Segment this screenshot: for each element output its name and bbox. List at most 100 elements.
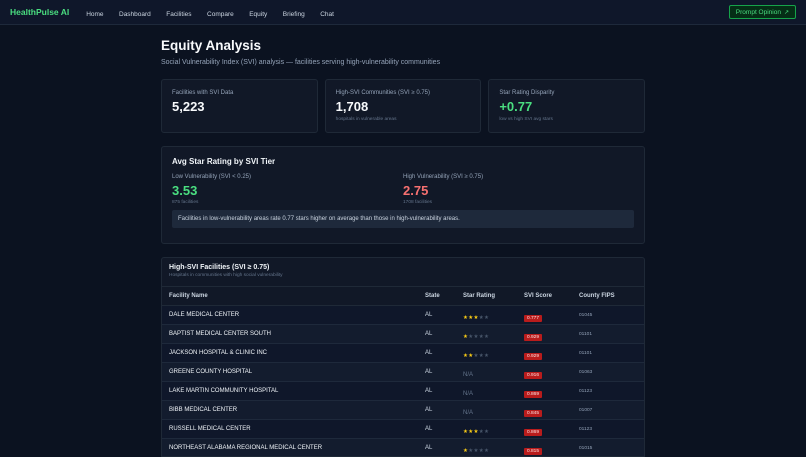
prompt-opinion-button[interactable]: Prompt Opinion ↗ (728, 5, 796, 19)
column-facility-name[interactable]: Facility Name (169, 293, 208, 299)
star-icon: ★ (463, 334, 469, 340)
star-icons: ★★★★★ (463, 315, 489, 321)
stat-label: Star Rating Disparity (499, 90, 555, 96)
table-body: DALE MEDICAL CENTER AL ★★★★★ 0.777 01045 BAPT… (162, 306, 644, 456)
svi-tiers: Low Vulnerability (SVI < 0.25) 3.53 875 … (172, 174, 634, 205)
table-row[interactable]: DALE MEDICAL CENTER AL ★★★★★ 0.777 01045 (162, 306, 644, 325)
column-county-fips[interactable]: County FIPS (579, 293, 615, 299)
star-icon: ★ (478, 315, 484, 321)
facility-state: AL (425, 445, 433, 451)
svi-score-cell: 0.869 (524, 382, 579, 400)
table-row[interactable]: GREENE COUNTY HOSPITAL AL N/A 0.916 01063 (162, 363, 644, 382)
svi-score-badge: 0.869 (524, 429, 543, 436)
tier-low-count: 875 facilities (172, 200, 199, 205)
svi-score-cell: 0.929 (524, 344, 579, 362)
facility-name[interactable]: BAPTIST MEDICAL CENTER SOUTH (169, 331, 272, 337)
table-row[interactable]: BIBB MEDICAL CENTER AL N/A 0.845 01007 (162, 401, 644, 420)
svi-score-cell: 0.777 (524, 306, 579, 324)
svi-score-badge: 0.815 (524, 448, 543, 455)
star-icon: ★ (468, 353, 474, 359)
star-icon: ★ (463, 448, 469, 454)
tier-low-value: 3.53 (172, 183, 198, 198)
nav-link-compare[interactable]: Compare (207, 11, 234, 18)
star-icons: ★★★★★ (463, 334, 489, 340)
facility-state: AL (425, 331, 433, 337)
star-icon: ★ (483, 429, 490, 435)
svi-score-badge: 0.929 (524, 353, 543, 360)
column-svi-score[interactable]: SVI Score (524, 293, 553, 299)
facility-name[interactable]: BIBB MEDICAL CENTER (169, 407, 238, 413)
rating-na: N/A (463, 410, 474, 416)
facility-name[interactable]: RUSSELL MEDICAL CENTER (169, 426, 251, 432)
facility-name[interactable]: GREENE COUNTY HOSPITAL (169, 369, 253, 375)
county-fips: 01007 (579, 407, 593, 413)
star-icons: ★★★★★ (463, 448, 489, 454)
svi-score-badge: 0.929 (524, 334, 543, 341)
column-star-rating[interactable]: Star Rating (463, 293, 496, 299)
star-rating: ★★★★★ (463, 325, 524, 343)
main-nav: Home Dashboard Facilities Compare Equity… (86, 3, 345, 21)
main-content: Equity Analysis Social Vulnerability Ind… (161, 38, 646, 457)
star-icon: ★ (473, 429, 479, 435)
facility-state: AL (425, 407, 433, 413)
stat-note: hospitals in vulnerable areas (335, 117, 397, 122)
brand-logo[interactable]: HealthPulse AI (10, 7, 70, 17)
table-header: High-SVI Facilities (SVI ≥ 0.75) Hospita… (162, 258, 644, 287)
facility-name[interactable]: DALE MEDICAL CENTER (169, 312, 240, 318)
nav-link-equity[interactable]: Equity (249, 11, 268, 18)
svi-tier-title: Avg Star Rating by SVI Tier (172, 157, 276, 166)
tier-high-count: 1708 facilities (403, 200, 433, 205)
table-row[interactable]: RUSSELL MEDICAL CENTER AL ★★★★★ 0.869 01123 (162, 420, 644, 439)
nav-link-facilities[interactable]: Facilities (166, 11, 192, 18)
stat-value: +0.77 (499, 99, 533, 114)
star-icon: ★ (483, 353, 490, 359)
stat-note: low vs high SVI avg stars (499, 117, 553, 122)
star-icon: ★ (473, 448, 479, 454)
star-icon: ★ (468, 448, 474, 454)
table-row[interactable]: LAKE MARTIN COMMUNITY HOSPITAL AL N/A 0.869… (162, 382, 644, 401)
nav-link-dashboard[interactable]: Dashboard (119, 11, 151, 18)
high-svi-table-card: High-SVI Facilities (SVI ≥ 0.75) Hospita… (161, 257, 645, 457)
table-title: High-SVI Facilities (SVI ≥ 0.75) (169, 264, 270, 271)
tier-low: Low Vulnerability (SVI < 0.25) 3.53 875 … (172, 174, 403, 205)
facility-name[interactable]: LAKE MARTIN COMMUNITY HOSPITAL (169, 388, 279, 394)
facility-name[interactable]: JACKSON HOSPITAL & CLINIC INC (169, 350, 268, 356)
county-fips: 01015 (579, 445, 593, 451)
stat-value: 5,223 (172, 99, 205, 114)
table-row[interactable]: BAPTIST MEDICAL CENTER SOUTH AL ★★★★★ 0.929… (162, 325, 644, 344)
star-icon: ★ (468, 315, 474, 321)
star-rating: ★★★★★ (463, 306, 524, 324)
table-row[interactable]: NORTHEAST ALABAMA REGIONAL MEDICAL CENTE… (162, 439, 644, 456)
county-fips: 01101 (579, 331, 592, 337)
star-icons: ★★★★★ (463, 353, 489, 359)
county-fips: 01123 (579, 426, 592, 432)
stat-value: 1,708 (335, 99, 369, 114)
table-row[interactable]: JACKSON HOSPITAL & CLINIC INC AL ★★★★★ 0.92… (162, 344, 644, 363)
tier-high-label: High Vulnerability (SVI ≥ 0.75) (403, 174, 484, 180)
star-icon: ★ (478, 334, 484, 340)
facility-name[interactable]: NORTHEAST ALABAMA REGIONAL MEDICAL CENTE… (169, 445, 323, 451)
nav-link-briefing[interactable]: Briefing (282, 11, 305, 18)
svi-score-badge: 0.845 (524, 410, 543, 417)
facility-state: AL (425, 369, 433, 375)
county-fips: 01063 (579, 369, 593, 375)
star-icon: ★ (468, 334, 474, 340)
column-state[interactable]: State (425, 293, 440, 299)
county-fips: 01123 (579, 388, 592, 394)
star-icon: ★ (468, 429, 474, 435)
star-rating: ★★★★★ (463, 420, 524, 438)
star-icon: ★ (478, 353, 484, 359)
county-fips: 01101 (579, 350, 592, 356)
star-icon: ★ (483, 448, 490, 454)
star-icon: ★ (463, 353, 469, 359)
nav-link-chat[interactable]: Chat (320, 11, 334, 18)
tier-high-value: 2.75 (403, 183, 429, 198)
page-subtitle: Social Vulnerability Index (SVI) analysi… (161, 59, 441, 66)
star-icon: ★ (478, 448, 484, 454)
svi-score-badge: 0.916 (524, 372, 543, 379)
facility-state: AL (425, 388, 433, 394)
star-rating: N/A (463, 401, 524, 419)
nav-link-home[interactable]: Home (86, 11, 104, 18)
svi-score-badge: 0.777 (524, 315, 543, 322)
facility-state: AL (425, 350, 433, 356)
